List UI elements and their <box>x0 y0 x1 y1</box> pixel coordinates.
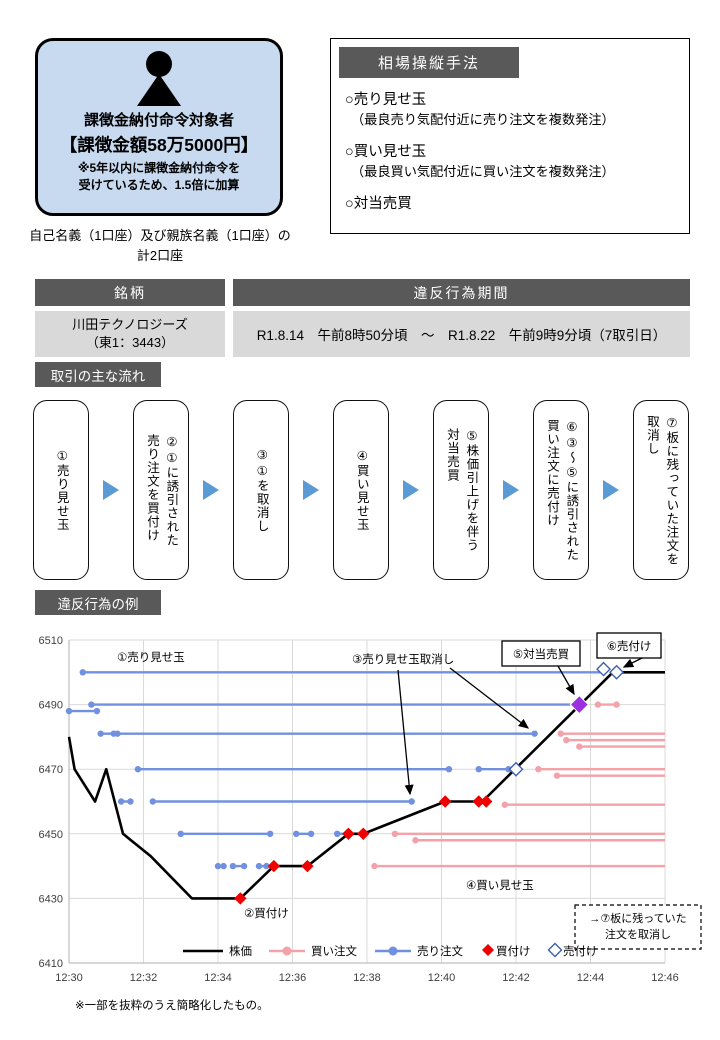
flow-arrow-icon <box>503 480 519 500</box>
annotation-sell-exec-label: ⑥売付け <box>607 640 652 653</box>
flow-arrow-icon <box>103 480 119 500</box>
x-axis-label: 12:40 <box>428 972 456 984</box>
x-axis-label: 12:44 <box>577 972 605 984</box>
annotation-buy-exec: ②買付け <box>244 907 289 920</box>
accounts-note: 自己名義（1口座）及び親族名義（1口座）の 計2口座 <box>29 228 291 264</box>
flow-step-label: ③①を取消し <box>254 447 269 533</box>
x-axis-label: 12:30 <box>55 972 83 984</box>
cross-trade-diamond <box>569 694 590 715</box>
y-axis-label: 6410 <box>39 958 63 970</box>
flow-step-6: ⑥③～⑤に誘引された 買い注文に売付け <box>533 400 589 580</box>
annotation-buy-fake: ④買い見せ玉 <box>466 879 534 892</box>
offender-title: 課徴金納付命令対象者 <box>83 112 234 129</box>
flow-row: ①売り見せ玉 ②①に誘引された 売り注文を買付け ③①を取消し ④買い見せ玉 ⑤株価引上… <box>33 398 689 582</box>
legend-label: 買い注文 <box>311 944 357 958</box>
methods-box: 相場操縦手法 ○売り見せ玉 （最良売り気配付近に売り注文を複数発注） ○買い見せ玉 （… <box>330 38 690 234</box>
buy-exec-diamond <box>234 892 247 905</box>
methods-items: ○売り見せ玉 （最良売り気配付近に売り注文を複数発注） ○買い見せ玉 （最良買い気配付… <box>345 88 689 213</box>
flow-step-label: ⑦板に残っていた注文を 取消し <box>645 414 679 566</box>
x-axis-label: 12:46 <box>651 972 679 984</box>
buy-exec-diamond <box>472 795 485 808</box>
x-axis-label: 12:32 <box>130 972 158 984</box>
legend-label: 買付け <box>496 945 531 958</box>
method-item-2: ○買い見せ玉 （最良買い気配付近に買い注文を複数発注） <box>345 140 689 180</box>
period-cell: R1.8.14 午前8時50分頃 ～ R1.8.22 午前9時9分頃（7取引日） <box>233 311 690 357</box>
method-item-main: ○売り見せ玉 <box>345 92 427 108</box>
penalty-amount: 【課徴金額58万5000円】 <box>59 135 259 155</box>
flow-step-3: ③①を取消し <box>233 400 289 580</box>
method-item-main: ○買い見せ玉 <box>345 144 427 160</box>
sell-exec-diamond <box>508 761 524 777</box>
legend-label: 売付け <box>563 945 598 958</box>
flow-step-7: ⑦板に残っていた注文を 取消し <box>633 400 689 580</box>
flow-step-label: ④買い見せ玉 <box>354 448 369 532</box>
legend-label: 株価 <box>229 944 252 958</box>
period-column-header: 違反行為期間 <box>233 279 690 306</box>
method-item-sub: （最良売り気配付近に売り注文を複数発注） <box>351 112 615 127</box>
annotation-remaining-label: 注文を取消し <box>605 927 671 941</box>
method-item-sub: （最良買い気配付近に買い注文を複数発注） <box>351 164 615 179</box>
person-icon <box>38 50 280 108</box>
y-axis-label: 6430 <box>39 893 63 905</box>
method-item-3: ○対当売買 <box>345 192 689 213</box>
offender-card: 課徴金納付命令対象者 【課徴金額58万5000円】 ※5年以内に課徴金納付命令を… <box>35 38 283 216</box>
flow-header: 取引の主な流れ <box>35 362 161 387</box>
y-axis-label: 6510 <box>39 635 63 647</box>
price-line <box>67 670 665 900</box>
flow-step-2: ②①に誘引された 売り注文を買付け <box>133 400 189 580</box>
stock-cell: 川田テクノロジーズ （東1：3443） <box>35 311 225 357</box>
flow-step-label: ①売り見せ玉 <box>54 448 69 532</box>
annotation-cross-box <box>501 640 581 667</box>
penalty-note: ※5年以内に課徴金納付命令を 受けているため、1.5倍に加算 <box>77 161 241 192</box>
flow-arrow-icon <box>203 480 219 500</box>
annotation-remaining-box <box>574 904 702 950</box>
x-axis-label: 12:36 <box>279 972 307 984</box>
y-axis-label: 6490 <box>39 700 63 712</box>
flow-step-label: ②①に誘引された 売り注文を買付け <box>145 433 179 547</box>
annotation-cross-label: ⑤対当売買 <box>513 647 569 661</box>
stock-column-header: 銘柄 <box>35 279 225 306</box>
flow-arrow-icon <box>403 480 419 500</box>
x-axis-label: 12:38 <box>353 972 381 984</box>
violation-chart: 6410 6430 6450 6470 6490 6510 12:30 12:32 12:34 1… <box>0 628 720 1032</box>
flow-step-label: ⑥③～⑤に誘引された 買い注文に売付け <box>545 418 579 562</box>
example-header: 違反行為の例 <box>35 590 161 615</box>
flow-step-1: ①売り見せ玉 <box>33 400 89 580</box>
method-item-1: ○売り見せ玉 （最良売り気配付近に売り注文を複数発注） <box>345 88 689 128</box>
legend-label: 売り注文 <box>417 944 463 958</box>
stock-name: 川田テクノロジーズ <box>72 317 188 333</box>
flow-arrow-icon <box>303 480 319 500</box>
x-axis-label: 12:42 <box>502 972 530 984</box>
chart-svg: 6410 6430 6450 6470 6490 6510 12:30 12:32 12:34 1… <box>39 632 702 1012</box>
methods-header: 相場操縦手法 <box>339 47 519 78</box>
flow-step-4: ④買い見せ玉 <box>333 400 389 580</box>
x-axis-label: 12:34 <box>204 972 232 984</box>
sell-exec-diamond <box>609 664 625 680</box>
buy-exec-diamond <box>357 827 370 840</box>
y-axis-label: 6470 <box>39 764 63 776</box>
flow-arrow-icon <box>603 480 619 500</box>
flow-step-5: ⑤株価引上げを伴う 対当売買 <box>433 400 489 580</box>
y-axis-label: 6450 <box>39 829 63 841</box>
sell-exec-diamond <box>596 661 612 677</box>
annotation-cancel: ③売り見せ玉取消し <box>352 652 454 666</box>
annotation-sell-exec-box <box>596 632 662 659</box>
stock-code: （東1：3443） <box>85 335 175 350</box>
annotation-remaining-label: →⑦板に残っていた <box>589 911 686 925</box>
annotation-sell-fake: ①売り見せ玉 <box>117 651 185 664</box>
buy-exec-diamond <box>439 795 452 808</box>
flow-step-label: ⑤株価引上げを伴う 対当売買 <box>445 428 479 552</box>
chart-footnote: ※一部を抜粋のうえ簡略化したもの。 <box>75 998 269 1012</box>
buy-exec-diamond <box>480 795 493 808</box>
method-item-main: ○対当売買 <box>345 196 412 212</box>
